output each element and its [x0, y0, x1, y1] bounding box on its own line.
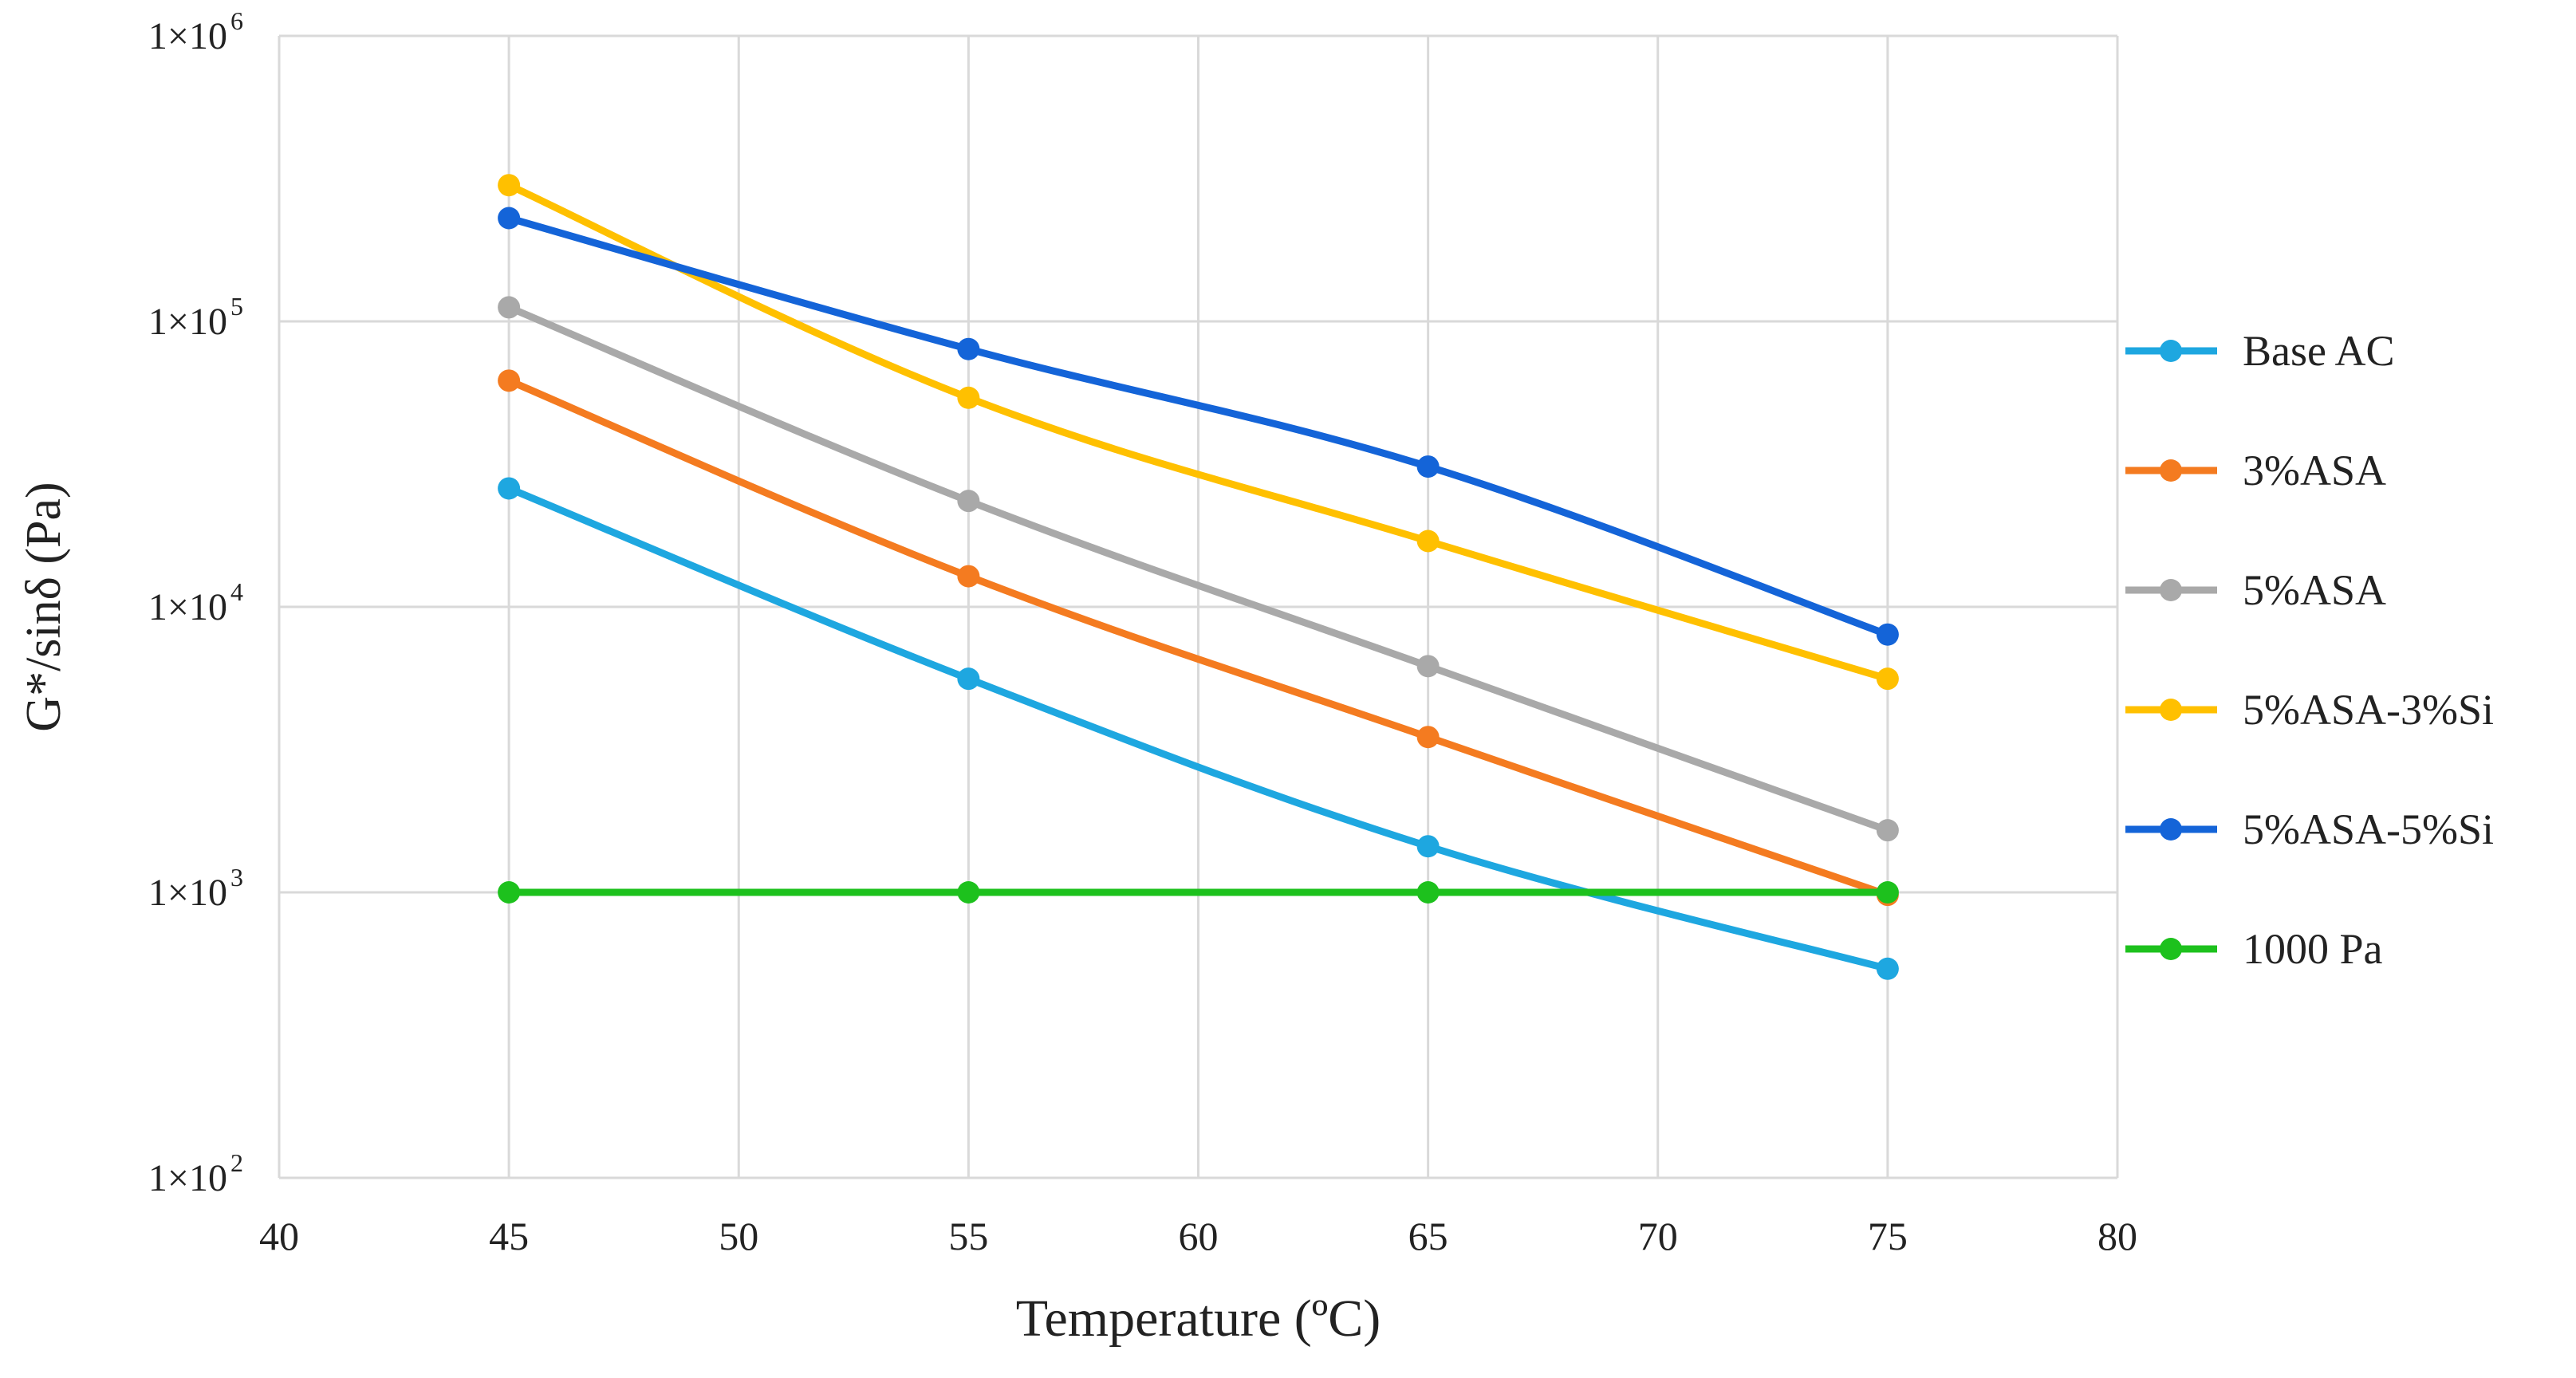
- legend-swatch-marker: [2160, 938, 2182, 960]
- data-point: [957, 565, 980, 588]
- data-point: [957, 386, 980, 409]
- legend-label: 3%ASA: [2243, 447, 2386, 494]
- series-layer: [498, 174, 1899, 980]
- data-point: [1416, 455, 1440, 478]
- data-point: [498, 477, 521, 500]
- data-point: [1416, 835, 1440, 858]
- data-point: [1416, 726, 1440, 749]
- legend: Base AC 3%ASA 5%ASA 5%ASA-3%Si 5%ASA-5%Si 10…: [2125, 327, 2494, 973]
- data-point: [957, 490, 980, 513]
- data-point: [1876, 667, 1899, 691]
- data-point: [957, 667, 980, 691]
- series-5-asa-5-si: [498, 207, 1899, 646]
- data-point: [1876, 957, 1899, 980]
- legend-swatch-marker: [2160, 459, 2182, 482]
- legend-item: 3%ASA: [2125, 447, 2386, 494]
- data-point: [957, 881, 980, 904]
- series-line: [505, 484, 1892, 973]
- series-line: [505, 215, 1892, 639]
- data-point: [498, 369, 521, 392]
- x-tick-label: 75: [1868, 1214, 1908, 1258]
- x-tick-label: 55: [948, 1214, 988, 1258]
- data-point: [498, 207, 521, 230]
- x-tick-label: 40: [259, 1214, 299, 1258]
- x-tick-label: 80: [2097, 1214, 2137, 1258]
- data-point: [1876, 819, 1899, 842]
- data-point: [1416, 530, 1440, 553]
- legend-label: 5%ASA-3%Si: [2243, 686, 2494, 734]
- legend-label: Base AC: [2243, 327, 2395, 375]
- legend-swatch-marker: [2160, 818, 2182, 841]
- series-5-asa: [498, 296, 1899, 842]
- legend-swatch-marker: [2160, 699, 2182, 721]
- series-line: [505, 181, 1892, 683]
- legend-swatch-marker: [2160, 579, 2182, 601]
- legend-swatch-marker: [2160, 340, 2182, 362]
- series-line: [505, 303, 1892, 834]
- data-point: [1876, 623, 1899, 646]
- series-1000-pa: [498, 881, 1899, 904]
- x-tick-label: 70: [1638, 1214, 1678, 1258]
- legend-label: 5%ASA: [2243, 566, 2386, 614]
- legend-item: Base AC: [2125, 327, 2395, 375]
- legend-item: 5%ASA-5%Si: [2125, 805, 2494, 853]
- x-tick-label: 65: [1408, 1214, 1448, 1258]
- x-tick-label: 50: [719, 1214, 758, 1258]
- data-point: [498, 174, 521, 197]
- legend-label: 1000 Pa: [2243, 925, 2383, 973]
- data-point: [957, 337, 980, 360]
- x-axis-title: Temperature (ºC): [1016, 1289, 1381, 1348]
- series-base-ac: [498, 477, 1899, 980]
- series-line: [505, 376, 1892, 899]
- data-point: [1416, 655, 1440, 678]
- series-5-asa-3-si: [498, 174, 1899, 691]
- data-point: [498, 881, 521, 904]
- legend-label: 5%ASA-5%Si: [2243, 805, 2494, 853]
- data-point: [1416, 881, 1440, 904]
- data-point: [1876, 881, 1899, 904]
- x-tick-label: 45: [489, 1214, 529, 1258]
- legend-item: 5%ASA-3%Si: [2125, 686, 2494, 734]
- y-axis-title: G*/sinδ (Pa): [17, 482, 71, 731]
- x-tick-label: 60: [1179, 1214, 1219, 1258]
- legend-item: 1000 Pa: [2125, 925, 2383, 973]
- legend-item: 5%ASA: [2125, 566, 2386, 614]
- data-point: [498, 296, 521, 319]
